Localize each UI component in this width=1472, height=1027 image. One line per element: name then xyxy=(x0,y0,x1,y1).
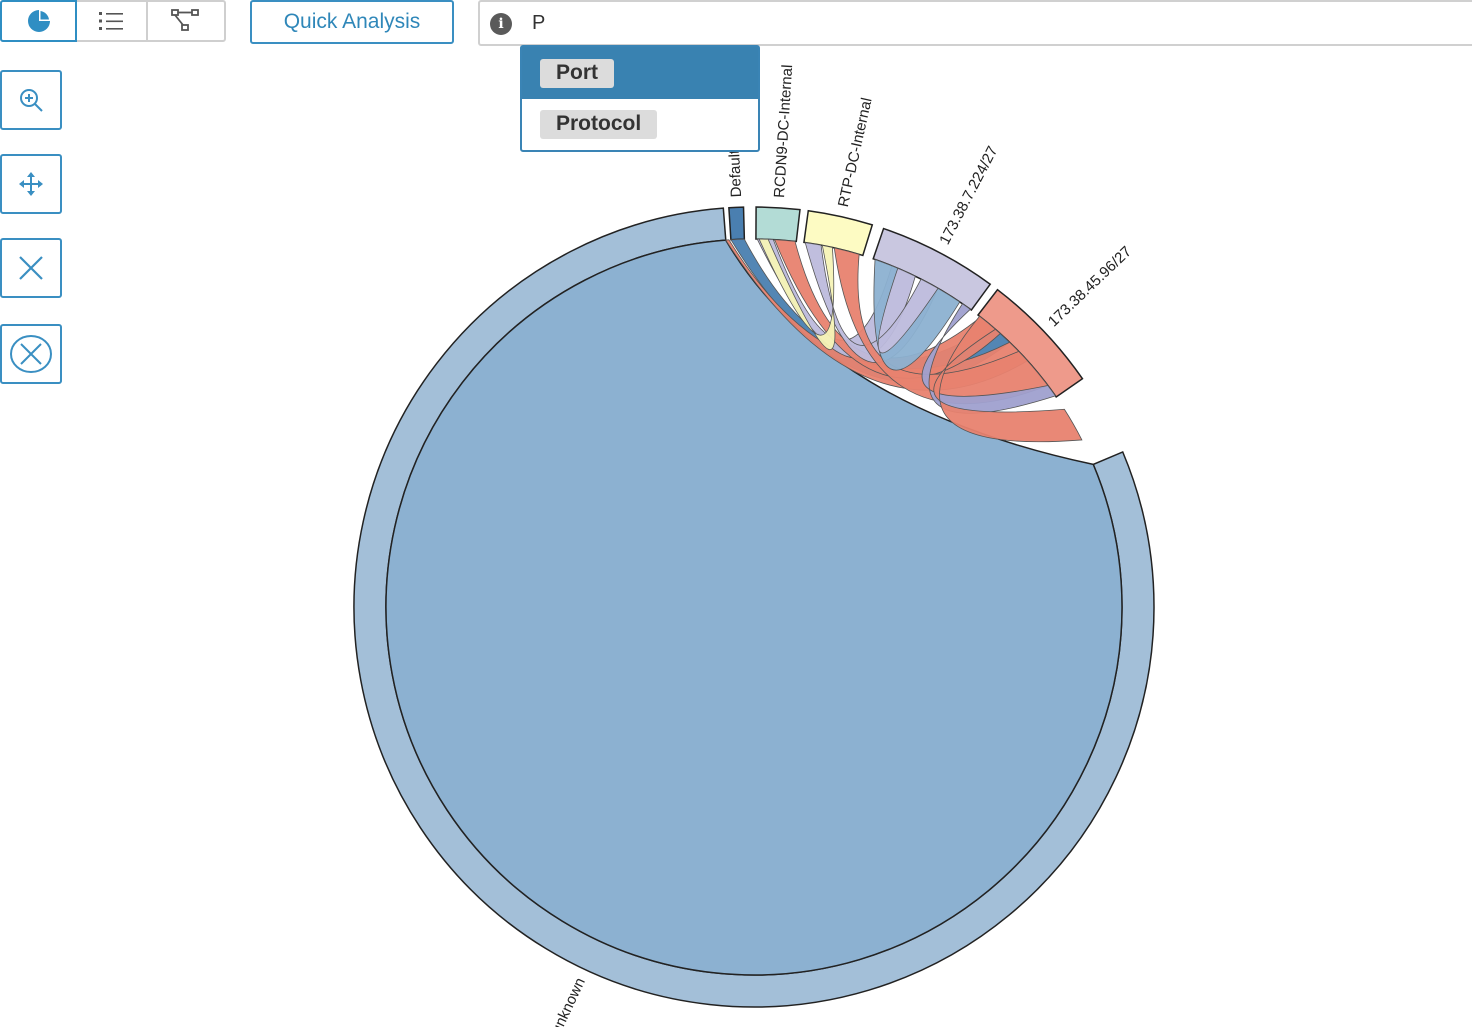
chord-group-label: unknown xyxy=(548,975,589,1027)
chord-group-label: 173.38.45.96/27 xyxy=(1045,243,1135,330)
zoom-in-icon xyxy=(20,89,43,112)
chord-view-button[interactable] xyxy=(0,0,77,42)
pie-chart-icon xyxy=(27,9,51,32)
autocomplete-dropdown: Port Protocol xyxy=(520,45,760,152)
search-input[interactable]: i P xyxy=(478,0,1472,46)
list-view-button[interactable] xyxy=(75,2,148,40)
search-query-text: P xyxy=(532,12,546,34)
chord-ribbon[interactable] xyxy=(804,242,939,363)
chord-ribbon[interactable] xyxy=(921,303,1057,414)
topology-view-button[interactable] xyxy=(148,2,221,40)
autocomplete-option-port[interactable]: Port xyxy=(522,47,758,99)
option-label: Protocol xyxy=(540,109,658,139)
chord-ribbon[interactable] xyxy=(758,238,836,351)
chord-ribbon[interactable] xyxy=(933,315,1083,443)
zoom-in-button[interactable] xyxy=(0,70,62,130)
chord-group-arc[interactable] xyxy=(755,206,801,243)
reset-button[interactable] xyxy=(0,324,62,384)
clear-selection-button[interactable] xyxy=(0,238,62,298)
chord-group-label: RCDN9-DC-Internal xyxy=(771,64,796,198)
topology-icon xyxy=(170,9,199,31)
chord-ribbon[interactable] xyxy=(873,258,961,371)
move-icon xyxy=(19,172,43,196)
view-switcher xyxy=(0,0,226,42)
autocomplete-option-protocol[interactable]: Protocol xyxy=(522,99,758,149)
quick-analysis-button[interactable]: Quick Analysis xyxy=(250,0,454,44)
pan-button[interactable] xyxy=(0,154,62,214)
chord-group-arc[interactable] xyxy=(728,206,746,241)
option-label: Port xyxy=(540,58,614,88)
chord-group-label: 173.38.7.224/27 xyxy=(936,143,1001,247)
close-icon xyxy=(19,256,43,280)
info-icon[interactable]: i xyxy=(490,13,512,35)
chord-group-label: Default xyxy=(726,149,745,198)
list-icon xyxy=(98,12,123,30)
clear-circle-icon xyxy=(10,335,52,373)
chord-ribbons xyxy=(385,238,1123,976)
chord-group-label: RTP-DC-Internal xyxy=(835,96,876,208)
